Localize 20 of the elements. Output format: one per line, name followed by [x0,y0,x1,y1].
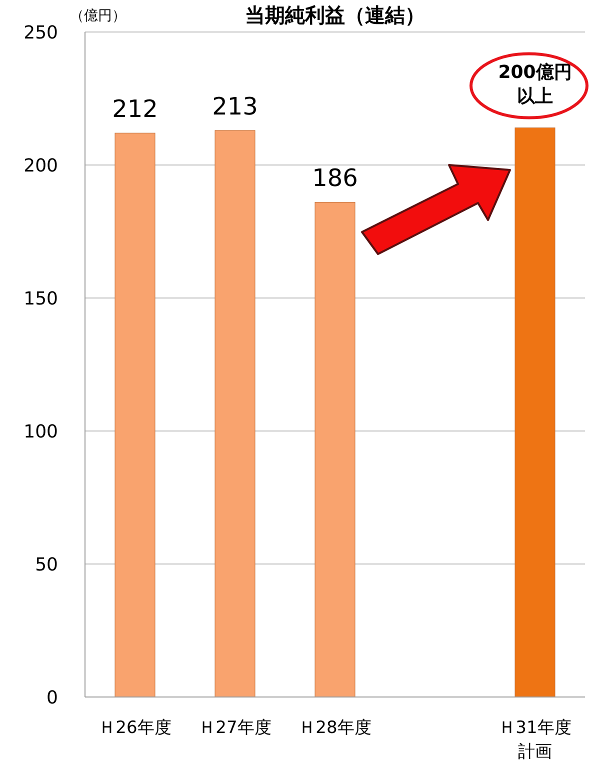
bar [214,130,256,698]
data-label: 212 [112,95,158,124]
y-axis-title: （億円） [70,8,126,24]
y-tick-label: 250 [24,22,58,44]
chart-title: 当期純利益（連結） [245,3,425,27]
y-tick-label: 50 [35,554,58,576]
x-tick-label: Ｈ27年度 [198,718,272,738]
x-tick-label: Ｈ28年度 [298,718,372,738]
bar [514,128,556,698]
y-tick-label: 0 [46,687,58,708]
bar [114,132,156,698]
y-tick-label: 200 [24,155,58,176]
x-tick-label: Ｈ31年度計画 [498,718,572,762]
y-tick-label: 150 [24,288,58,310]
bar [314,202,356,698]
data-label: 213 [212,92,258,120]
data-label: 186 [312,164,358,192]
y-tick-label: 100 [24,421,58,442]
annotation: 200億円以上 [498,62,572,107]
x-tick-label: Ｈ26年度 [98,718,172,738]
